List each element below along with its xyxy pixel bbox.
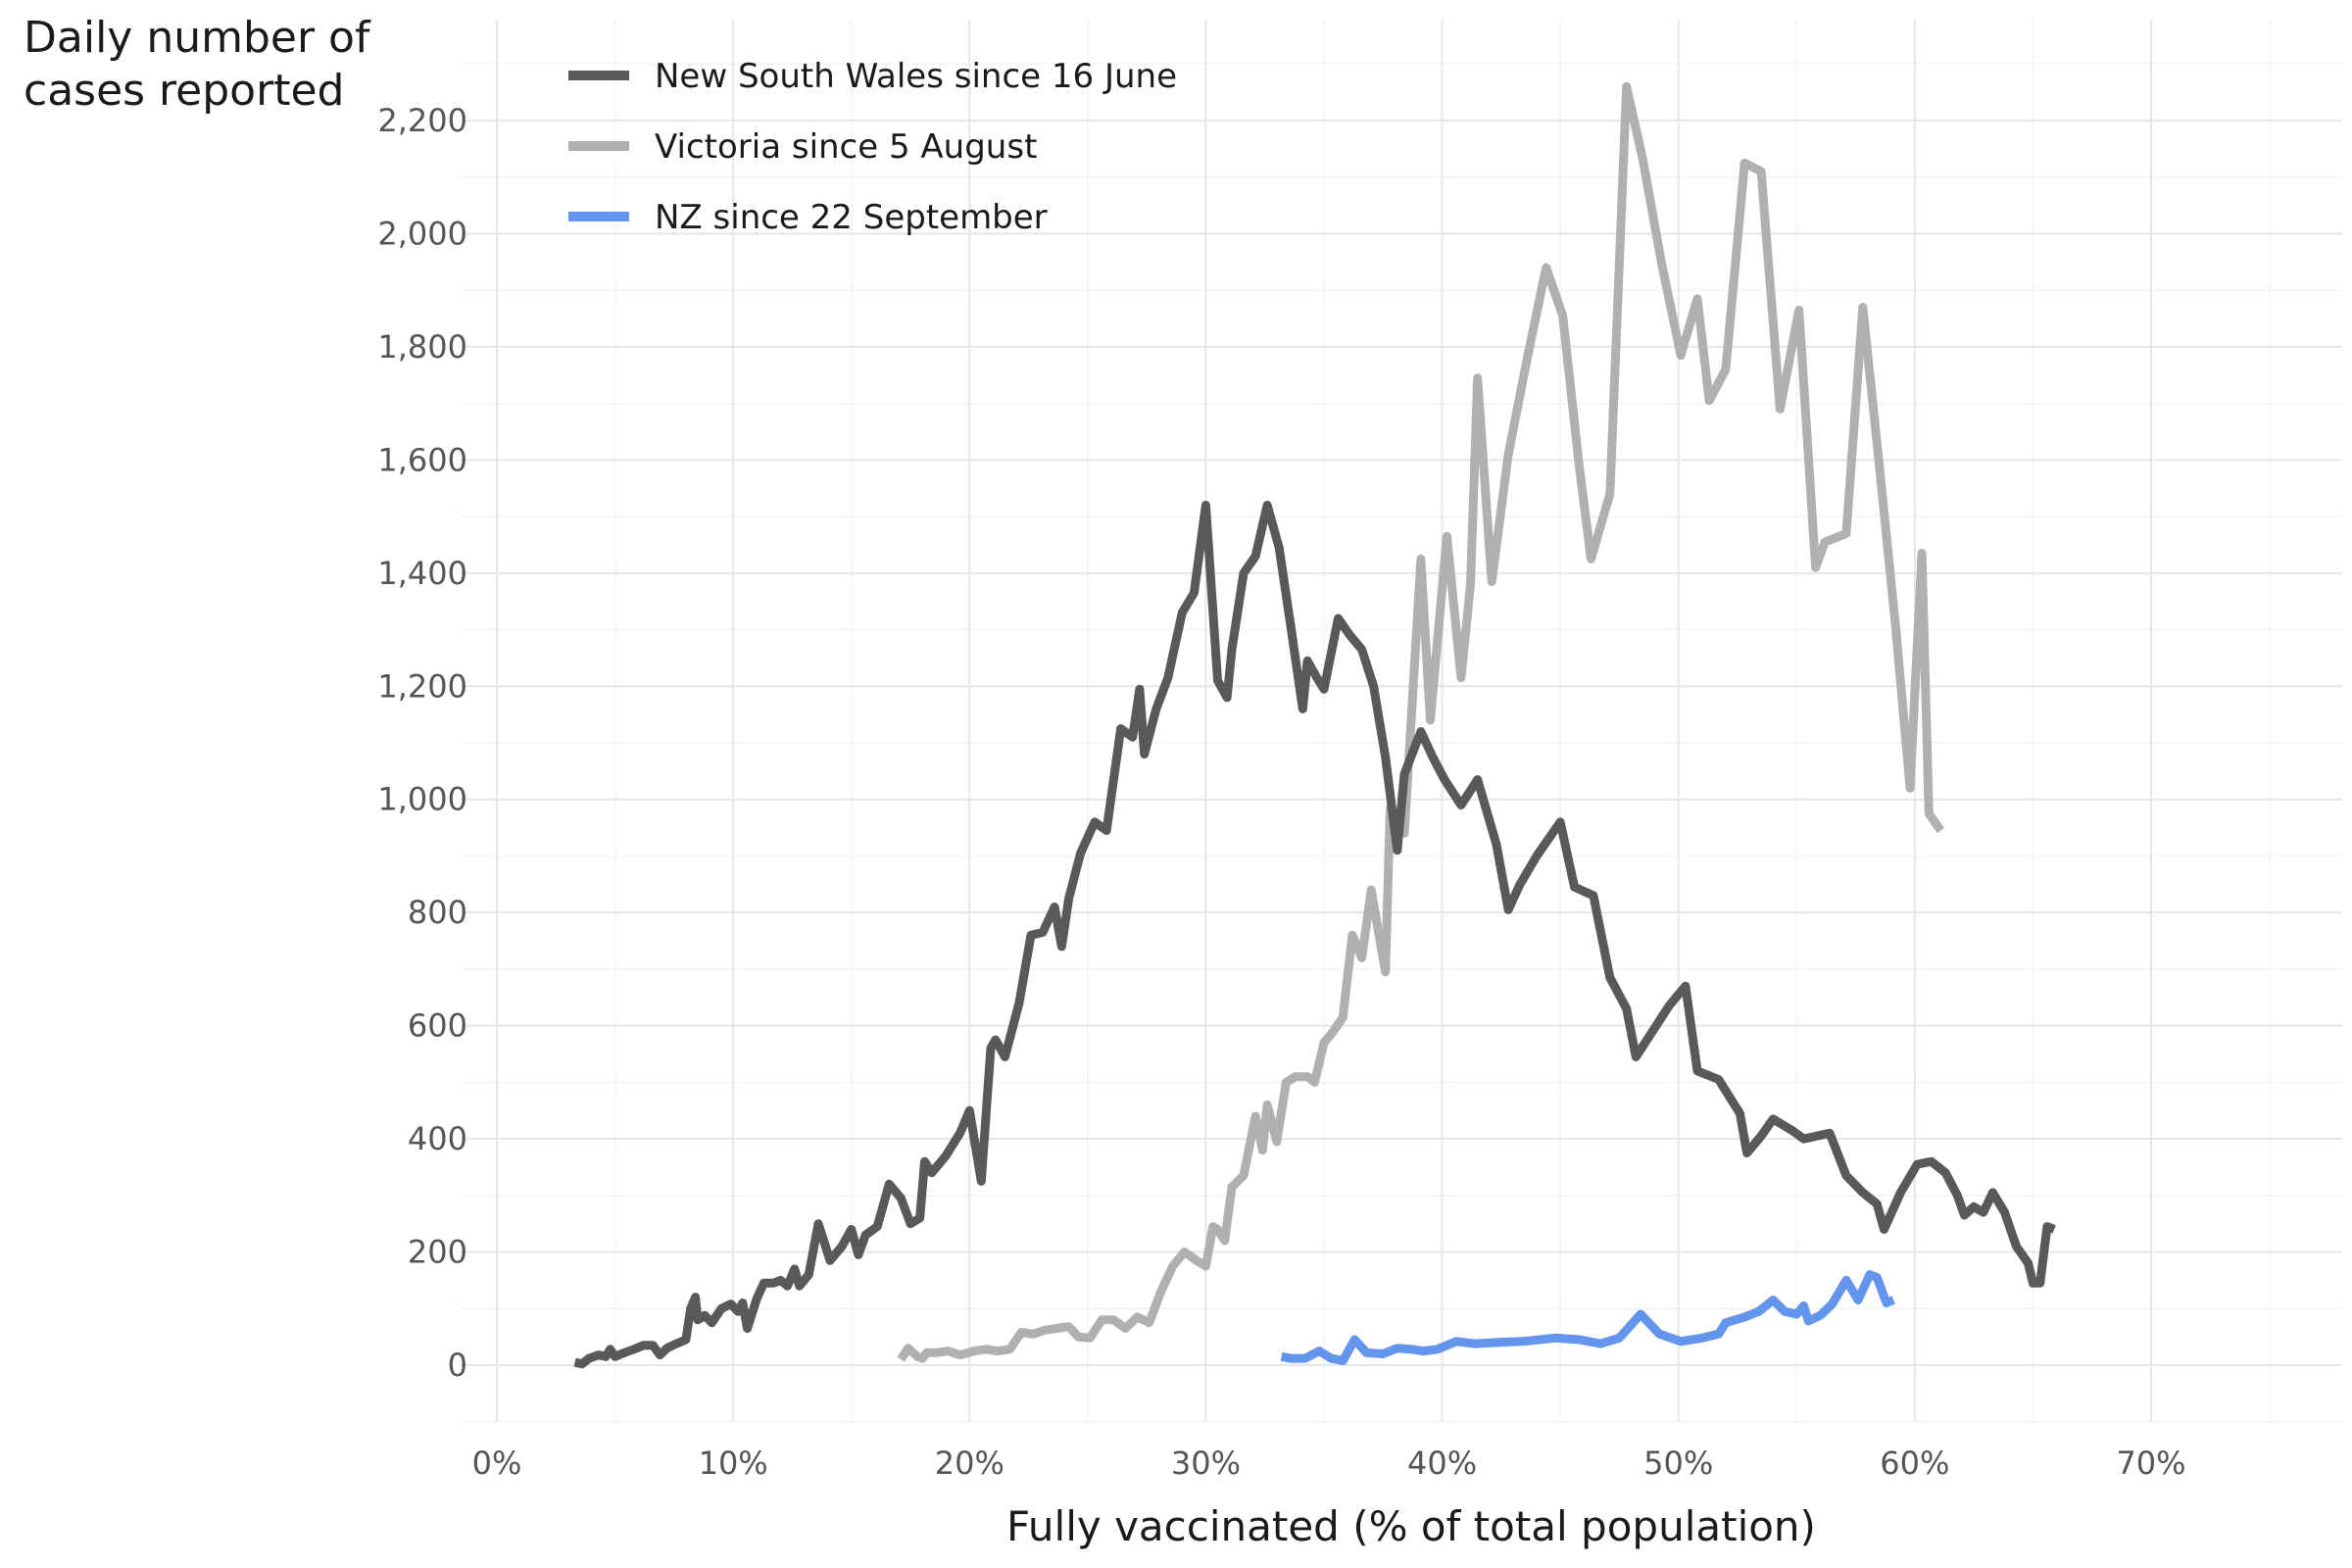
y-tick-label: 1,000 <box>377 781 467 818</box>
series-line <box>897 81 1945 1363</box>
legend: New South Wales since 16 June Victoria si… <box>568 57 1177 237</box>
y-tick-label: 400 <box>408 1120 467 1157</box>
x-axis-ticks: 0% 10% 20% 30% 40% 50% 60% 70% <box>472 1445 2186 1482</box>
y-axis-title: Daily number of cases reported <box>24 12 369 118</box>
x-tick-label: 0% <box>472 1445 522 1482</box>
grid-lines <box>461 20 2342 1423</box>
x-tick-label: 10% <box>699 1445 768 1482</box>
x-tick-label: 70% <box>2116 1445 2185 1482</box>
x-tick-label: 50% <box>1643 1445 1713 1482</box>
y-tick-label: 600 <box>408 1007 467 1045</box>
y-tick-label: 1,200 <box>377 667 467 705</box>
y-axis-ticks: 0 200 400 600 800 1,000 1,200 1,400 1,600 1,800 2,… <box>377 102 467 1384</box>
y-tick-label: 800 <box>408 894 467 931</box>
y-tick-label: 1,800 <box>377 328 467 366</box>
y-tick-label: 2,200 <box>377 102 467 139</box>
x-tick-label: 20% <box>935 1445 1004 1482</box>
series-line <box>1280 1270 1895 1365</box>
legend-label: NZ since 22 September <box>655 198 1048 237</box>
y-tick-label: 0 <box>448 1347 467 1384</box>
y-axis-title-line-1: Daily number of <box>24 13 370 63</box>
legend-label: Victoria since 5 August <box>655 127 1037 167</box>
series-line <box>573 501 2056 1369</box>
x-tick-label: 60% <box>1880 1445 1949 1482</box>
y-tick-label: 2,000 <box>377 215 467 252</box>
y-tick-label: 200 <box>408 1234 467 1271</box>
legend-label: New South Wales since 16 June <box>655 57 1177 96</box>
series-lines <box>573 81 2056 1369</box>
y-axis-title-line-2: cases reported <box>24 66 345 116</box>
y-tick-label: 1,400 <box>377 555 467 592</box>
x-tick-label: 30% <box>1171 1445 1241 1482</box>
x-axis-title: Fully vaccinated (% of total population) <box>1006 1502 1816 1550</box>
y-tick-label: 1,600 <box>377 441 467 478</box>
x-tick-label: 40% <box>1407 1445 1477 1482</box>
